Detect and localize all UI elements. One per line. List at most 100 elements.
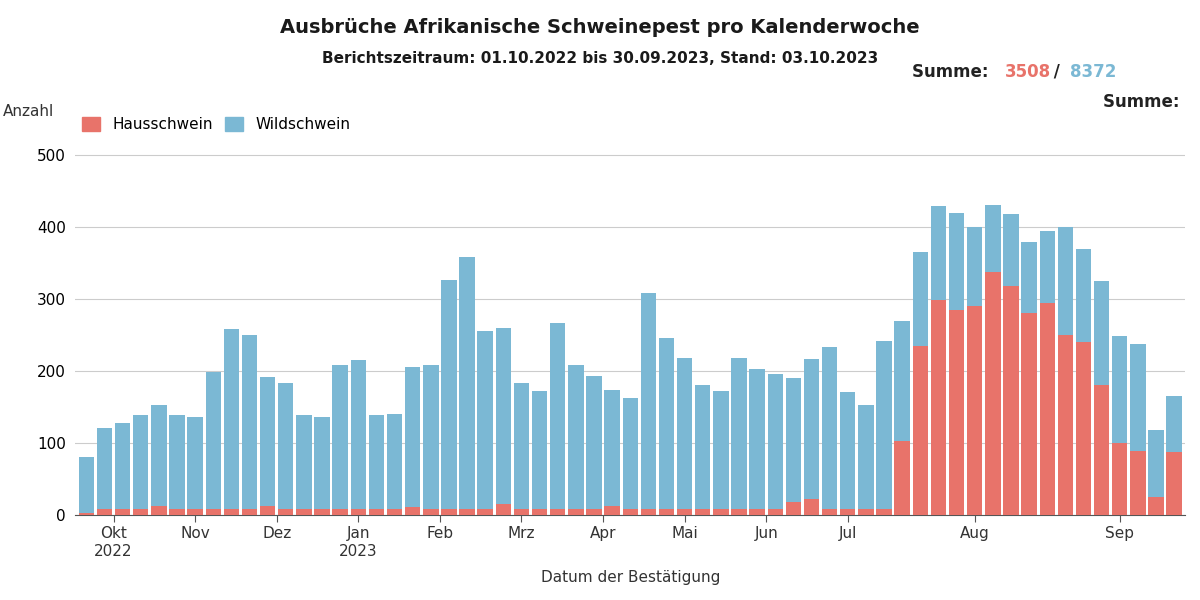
Bar	[260, 377, 275, 506]
Bar	[296, 415, 312, 509]
Bar	[1130, 451, 1146, 515]
Bar	[97, 509, 112, 515]
Text: 8372: 8372	[1070, 63, 1117, 81]
Bar	[931, 301, 946, 515]
Bar	[151, 406, 167, 506]
Bar	[587, 509, 601, 515]
Bar	[894, 320, 910, 442]
Bar	[241, 509, 257, 515]
Bar	[786, 502, 802, 515]
Bar	[1166, 396, 1182, 452]
Bar	[241, 335, 257, 509]
Bar	[750, 369, 764, 509]
Bar	[133, 415, 149, 509]
Bar	[858, 509, 874, 515]
Bar	[568, 365, 583, 509]
Bar	[496, 328, 511, 504]
Bar	[151, 506, 167, 515]
Bar	[786, 378, 802, 502]
Bar	[623, 398, 638, 509]
Bar	[623, 509, 638, 515]
Text: Summe:: Summe:	[912, 63, 995, 81]
X-axis label: Datum der Bestätigung: Datum der Bestätigung	[540, 570, 720, 585]
Bar	[713, 391, 728, 509]
Bar	[404, 367, 420, 508]
Bar	[187, 509, 203, 515]
Bar	[1057, 335, 1073, 515]
Bar	[1021, 313, 1037, 515]
Bar	[278, 509, 294, 515]
Bar	[532, 391, 547, 509]
Bar	[350, 509, 366, 515]
Bar	[894, 442, 910, 515]
Bar	[605, 389, 620, 506]
Bar	[332, 509, 348, 515]
Bar	[1003, 286, 1019, 515]
Bar	[731, 358, 746, 509]
Bar	[568, 509, 583, 515]
Bar	[695, 509, 710, 515]
Bar	[550, 509, 565, 515]
Bar	[677, 509, 692, 515]
Bar	[368, 415, 384, 509]
Bar	[641, 509, 656, 515]
Bar	[514, 509, 529, 515]
Bar	[1148, 497, 1164, 515]
Bar	[1057, 227, 1073, 335]
Bar	[442, 509, 457, 515]
Bar	[768, 509, 782, 515]
Bar	[79, 457, 94, 513]
Bar	[659, 338, 674, 509]
Bar	[822, 509, 838, 515]
Bar	[840, 392, 856, 509]
Bar	[386, 414, 402, 509]
Bar	[1003, 214, 1019, 286]
Text: Ausbrüche Afrikanische Schweinepest pro Kalenderwoche: Ausbrüche Afrikanische Schweinepest pro …	[280, 18, 920, 37]
Bar	[278, 383, 294, 509]
Bar	[133, 509, 149, 515]
Bar	[1166, 452, 1182, 515]
Bar	[187, 417, 203, 509]
Text: Summe:: Summe:	[1103, 93, 1186, 111]
Bar	[985, 205, 1001, 272]
Bar	[79, 513, 94, 515]
Bar	[985, 272, 1001, 515]
Bar	[478, 509, 493, 515]
Bar	[1148, 430, 1164, 497]
Bar	[460, 509, 475, 515]
Bar	[967, 227, 983, 306]
Bar	[115, 509, 131, 515]
Bar	[1112, 443, 1128, 515]
Bar	[858, 404, 874, 509]
Bar	[949, 310, 965, 515]
Bar	[677, 358, 692, 509]
Bar	[314, 417, 330, 509]
Bar	[931, 206, 946, 301]
Bar	[641, 293, 656, 509]
Bar	[404, 508, 420, 515]
Bar	[1075, 342, 1091, 515]
Bar	[442, 280, 457, 509]
Bar	[1130, 344, 1146, 451]
Bar	[314, 509, 330, 515]
Bar	[424, 509, 438, 515]
Legend: Hausschwein, Wildschwein: Hausschwein, Wildschwein	[76, 111, 356, 138]
Bar	[1039, 232, 1055, 304]
Bar	[478, 331, 493, 509]
Bar	[460, 257, 475, 509]
Bar	[1094, 281, 1109, 385]
Bar	[115, 422, 131, 509]
Text: Anzahl: Anzahl	[4, 104, 54, 119]
Bar	[750, 509, 764, 515]
Bar	[659, 509, 674, 515]
Bar	[424, 365, 438, 509]
Bar	[1021, 242, 1037, 313]
Bar	[876, 341, 892, 509]
Bar	[532, 509, 547, 515]
Bar	[1075, 248, 1091, 342]
Text: /: /	[1048, 63, 1066, 81]
Bar	[804, 499, 820, 515]
Text: 3508: 3508	[1004, 63, 1050, 81]
Text: Berichtszeitraum: 01.10.2022 bis 30.09.2023, Stand: 03.10.2023: Berichtszeitraum: 01.10.2022 bis 30.09.2…	[322, 51, 878, 66]
Bar	[514, 383, 529, 509]
